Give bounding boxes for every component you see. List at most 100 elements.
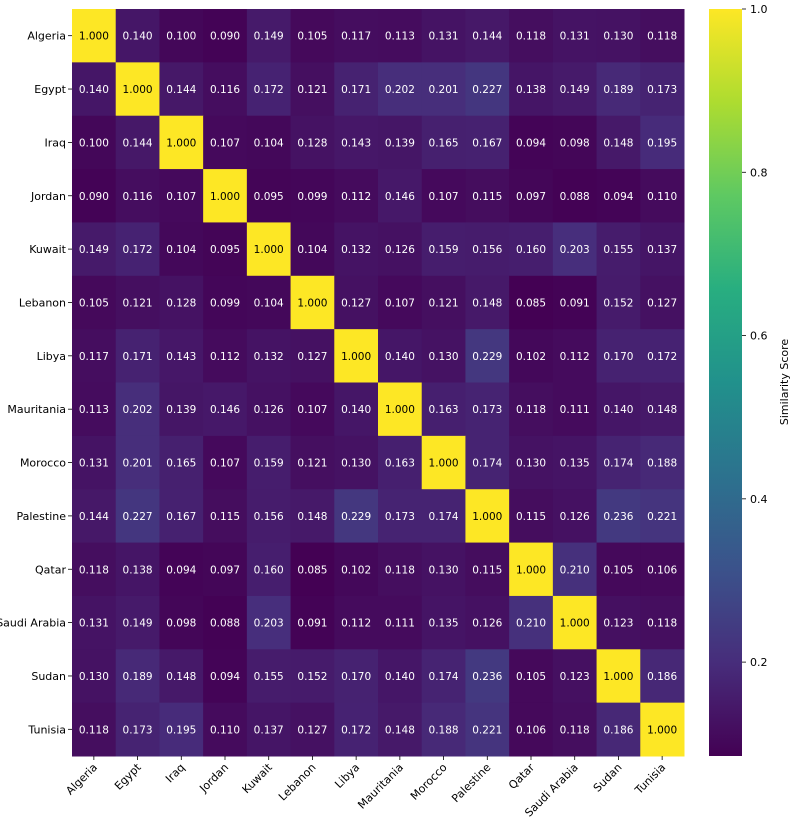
y-tick-label: Egypt (34, 83, 66, 96)
heatmap-cell-label: 0.152 (603, 297, 633, 309)
heatmap-cell (115, 595, 160, 650)
heatmap-cell (465, 649, 510, 704)
heatmap-cell (115, 542, 160, 597)
heatmap-cell (378, 9, 423, 63)
heatmap-cell (509, 222, 554, 277)
heatmap-cell (378, 62, 423, 117)
heatmap-cell (72, 169, 117, 223)
heatmap-cell-label: 0.140 (385, 351, 415, 363)
heatmap-cell (509, 275, 554, 330)
y-tick-label: Qatar (35, 563, 66, 576)
heatmap-cell-label: 0.163 (429, 404, 459, 416)
heatmap-cell-label: 0.094 (166, 564, 196, 576)
heatmap-cell-label: 0.140 (123, 31, 153, 43)
heatmap-cell-label: 0.170 (341, 671, 371, 683)
heatmap-cell-label: 0.195 (166, 724, 196, 736)
heatmap-cell (509, 595, 554, 650)
heatmap-cell-label: 0.132 (341, 244, 371, 256)
heatmap-cell (290, 275, 335, 330)
heatmap-cell-label: 1.000 (123, 84, 153, 96)
heatmap-cell-label: 0.189 (123, 671, 153, 683)
heatmap-cell (509, 382, 554, 437)
heatmap-cell (421, 382, 466, 437)
heatmap-cell (552, 329, 598, 383)
heatmap-cell-label: 0.118 (560, 724, 590, 736)
heatmap-cell-label: 0.115 (210, 511, 240, 523)
heatmap-cell-label: 0.174 (603, 458, 633, 470)
x-axis: Algeria Egypt Iraq Jordan Kuwait Lebanon Libya… (63, 756, 668, 819)
heatmap-cell-label: 0.221 (472, 724, 502, 736)
heatmap-cell-label: 1.000 (516, 564, 546, 576)
heatmap-cell-label: 0.105 (79, 297, 109, 309)
heatmap-cell (640, 62, 685, 117)
heatmap-cell-label: 0.091 (560, 297, 590, 309)
heatmap-cell (72, 115, 117, 170)
heatmap-cell-label: 0.127 (341, 297, 371, 309)
heatmap-cell-label: 0.149 (79, 244, 109, 256)
x-tick-label: Sudan (591, 761, 625, 795)
heatmap-cell (203, 649, 248, 704)
x-tick-label: Morocco (408, 761, 450, 803)
heatmap-cell-label: 0.148 (647, 404, 677, 416)
heatmap-cell (203, 489, 248, 544)
heatmap-cell (640, 595, 685, 650)
heatmap-cell-label: 0.203 (254, 618, 284, 630)
heatmap-cell (596, 115, 641, 170)
heatmap-cell (552, 489, 598, 544)
heatmap-cell-label: 0.107 (210, 458, 240, 470)
heatmap-cell (246, 435, 292, 490)
heatmap-cell-label: 0.117 (341, 31, 371, 43)
heatmap-cell-label: 1.000 (603, 671, 633, 683)
heatmap-cell-label: 0.201 (123, 458, 153, 470)
heatmap-cell (509, 169, 554, 223)
colorbar-tick-label: 1.0 (750, 3, 768, 16)
colorbar-tick-label: 0.4 (750, 493, 768, 506)
colorbar: 0.2 0.4 0.6 0.8 1.0 (709, 3, 768, 756)
heatmap-cell (115, 649, 160, 704)
heatmap-cell-label: 0.165 (166, 458, 196, 470)
heatmap-cell (290, 222, 335, 277)
heatmap-cell-label: 0.131 (429, 31, 459, 43)
heatmap-cell-label: 0.130 (516, 458, 546, 470)
heatmap-cell-label: 0.210 (560, 564, 590, 576)
heatmap-cell (290, 489, 335, 544)
heatmap-cell (115, 382, 160, 437)
heatmap-cell (421, 542, 466, 597)
heatmap-cell (246, 115, 292, 170)
heatmap-cell (465, 595, 510, 650)
heatmap-cell-label: 0.102 (516, 351, 546, 363)
heatmap-cell (640, 382, 685, 437)
heatmap-cell (203, 542, 248, 597)
heatmap-cell (509, 62, 554, 117)
heatmap-cell (203, 169, 248, 223)
heatmap-cell-label: 0.155 (254, 671, 284, 683)
heatmap-cell-label: 0.144 (79, 511, 109, 523)
heatmap-cell-label: 0.107 (210, 137, 240, 149)
y-tick-label: Morocco (20, 457, 66, 470)
heatmap-cell (159, 649, 204, 704)
heatmap-cell-label: 0.099 (210, 297, 240, 309)
heatmap-cell-label: 0.173 (385, 511, 415, 523)
heatmap-cell-label: 0.156 (254, 511, 284, 523)
heatmap-cell-label: 0.149 (254, 31, 284, 43)
heatmap-cell-label: 0.107 (429, 191, 459, 203)
heatmap-cell-label: 0.123 (560, 671, 590, 683)
heatmap-cell-label: 0.173 (647, 84, 677, 96)
y-tick-label: Libya (37, 350, 66, 363)
heatmap-cell (421, 275, 466, 330)
heatmap-cell (596, 595, 641, 650)
heatmap-cell (421, 649, 466, 704)
heatmap-cell (378, 489, 423, 544)
heatmap-cell-label: 0.139 (385, 137, 415, 149)
heatmap-cell (552, 595, 598, 650)
heatmap-cell-label: 0.088 (560, 191, 590, 203)
heatmap-cell (640, 275, 685, 330)
x-tick-label: Libya (332, 761, 362, 791)
heatmap-cell-label: 0.160 (516, 244, 546, 256)
heatmap-cell-label: 0.127 (647, 297, 677, 309)
heatmap-cell-label: 0.140 (79, 84, 109, 96)
heatmap-cell-label: 0.172 (341, 724, 371, 736)
colorbar-tick-label: 0.6 (750, 330, 768, 343)
heatmap-cell (203, 435, 248, 490)
x-tick-label: Algeria (63, 761, 100, 798)
